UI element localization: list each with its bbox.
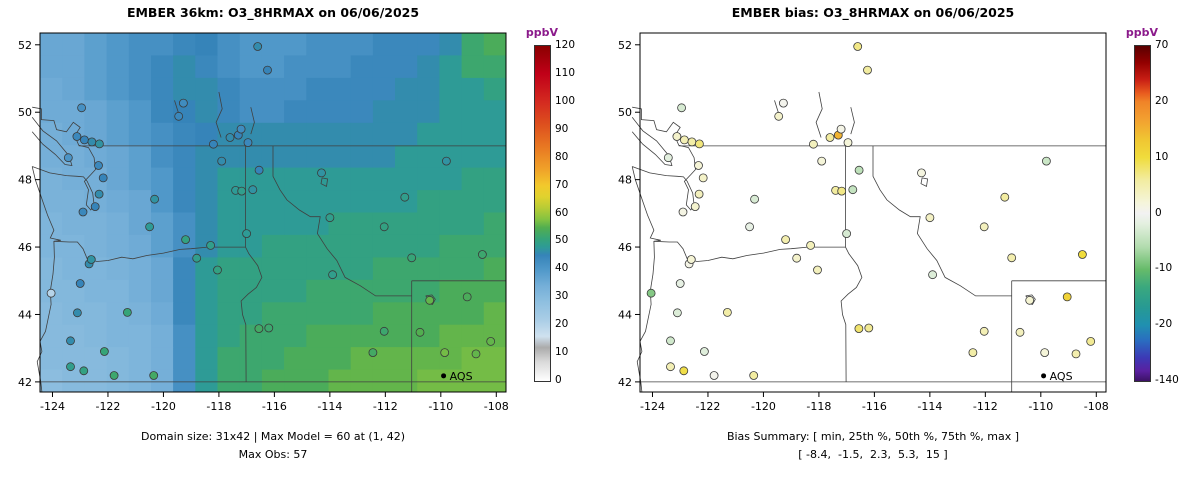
svg-text:42: 42 [618, 376, 632, 389]
svg-text:52: 52 [618, 39, 632, 52]
svg-text:52: 52 [18, 39, 32, 52]
svg-text:AQS: AQS [450, 370, 473, 383]
svg-text:-108: -108 [1084, 400, 1109, 413]
svg-text:-118: -118 [806, 400, 831, 413]
svg-text:-122: -122 [695, 400, 720, 413]
caption-bias-summary-values: [ -8.4, -1.5, 2.3, 5.3, 15 ] [798, 448, 948, 461]
bias-map: -124 -122 -120 -118 -116 -114 -112 -110 -108 42 44… [618, 32, 1109, 413]
svg-text:-122: -122 [95, 400, 120, 413]
model-colorbar-labels: 0 10 20 30 40 50 60 70 80 90 100 110 120 [555, 39, 576, 386]
caption-domain-size: Domain size: 31x42 | Max Model = 60 at (… [140, 430, 405, 443]
panel-bias: EMBER bias: O3_8HRMAX on 06/06/2025 -124… [600, 0, 1200, 479]
svg-text:-112: -112 [373, 400, 398, 413]
svg-text:-124: -124 [40, 400, 65, 413]
model-colorbar-title: ppbV [525, 26, 559, 39]
bias-title: EMBER bias: O3_8HRMAX on 06/06/2025 [731, 5, 1015, 20]
svg-text:-108: -108 [484, 400, 509, 413]
svg-text:44: 44 [18, 308, 32, 321]
svg-text:-120: -120 [151, 400, 176, 413]
svg-text:-116: -116 [262, 400, 287, 413]
svg-text:-116: -116 [862, 400, 887, 413]
model-title: EMBER 36km: O3_8HRMAX on 06/06/2025 [126, 5, 420, 20]
svg-text:-124: -124 [640, 400, 665, 413]
svg-text:50: 50 [618, 106, 632, 119]
bias-colorbar-title: ppbV [1125, 26, 1159, 39]
svg-text:-112: -112 [973, 400, 998, 413]
svg-text:-114: -114 [917, 400, 942, 413]
model-colorbar [534, 45, 551, 382]
svg-text:-110: -110 [1028, 400, 1053, 413]
svg-text:42: 42 [18, 376, 32, 389]
svg-text:46: 46 [618, 241, 632, 254]
caption-max-obs: Max Obs: 57 [238, 448, 308, 461]
bias-colorbar [1134, 45, 1151, 382]
svg-text:-114: -114 [317, 400, 342, 413]
svg-text:50: 50 [18, 106, 32, 119]
svg-text:-110: -110 [428, 400, 453, 413]
panel-model: EMBER 36km: O3_8HRMAX on 06/06/2025 -124… [18, 5, 576, 461]
svg-text:46: 46 [18, 241, 32, 254]
svg-text:48: 48 [618, 174, 632, 187]
svg-text:AQS: AQS [1050, 370, 1073, 383]
model-map: -124 -122 -120 -118 -116 -114 -112 -110 -108 42 44… [18, 32, 509, 413]
svg-text:44: 44 [618, 308, 632, 321]
caption-bias-summary-header: Bias Summary: [ min, 25th %, 50th %, 75t… [726, 430, 1020, 443]
bias-colorbar-labels: 70 20 10 0 -10 -20 -140 [1155, 39, 1179, 386]
svg-text:-118: -118 [206, 400, 231, 413]
svg-text:-120: -120 [751, 400, 776, 413]
svg-text:48: 48 [18, 174, 32, 187]
